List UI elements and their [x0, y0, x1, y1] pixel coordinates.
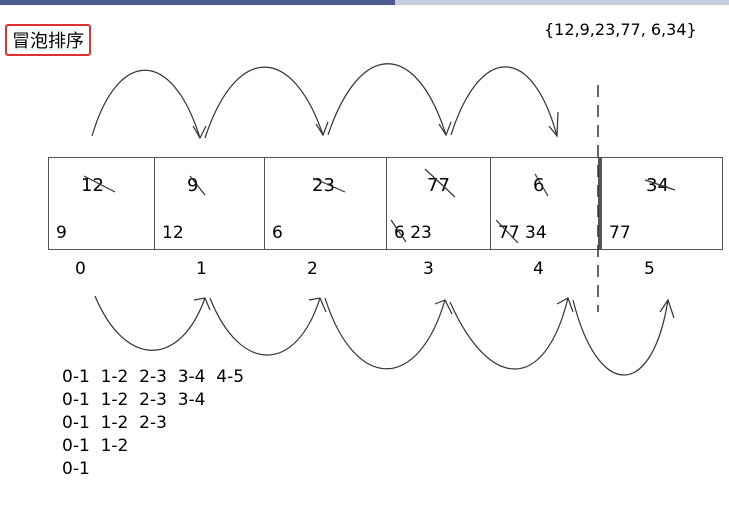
- strike-mark: [424, 168, 456, 198]
- swap-arc-bottom-3-4: [449, 297, 569, 370]
- arrow-head-icon: [192, 125, 207, 140]
- strike-mark: [495, 219, 519, 244]
- cell-original-value: 9: [187, 175, 199, 196]
- strike-mark: [312, 177, 346, 193]
- arrow-head-icon: [315, 121, 329, 137]
- array-cell-4: 6 77 34: [491, 158, 599, 249]
- top-bar: [0, 0, 729, 5]
- cell-new-value: 9: [56, 223, 67, 243]
- title-label: 冒泡排序: [5, 24, 91, 56]
- index-label-4: 4: [533, 259, 544, 279]
- cell-original-value: 77: [427, 175, 450, 196]
- array-cells: 12 9 9 12 23 6 77 6 23 6 77 34 34 77: [48, 157, 723, 250]
- pass-row-2: 0-1 1-2 2-3 3-4: [62, 390, 206, 410]
- strike-mark: [83, 175, 116, 193]
- arrow-head-icon: [193, 297, 211, 311]
- arrow-head-icon: [438, 121, 452, 137]
- cell-new-value: 12: [162, 223, 184, 243]
- swap-arc-bottom-0-1: [94, 295, 206, 351]
- arrow-head-icon: [548, 111, 559, 138]
- top-bar-light: [395, 0, 729, 5]
- pass-row-5: 0-1: [62, 459, 90, 479]
- cell-original-value: 6: [533, 175, 545, 196]
- strike-mark: [189, 175, 206, 196]
- cell-original-value: 34: [646, 175, 669, 196]
- arrow-head-icon: [659, 298, 675, 319]
- pass-list: 0-1 1-2 2-3 3-4 4-5 0-1 1-2 2-3 3-4 0-1 …: [62, 366, 244, 481]
- pass-row-4: 0-1 1-2: [62, 436, 129, 456]
- index-label-5: 5: [644, 259, 655, 279]
- strike-mark: [644, 179, 676, 191]
- swap-arc-top-1-2: [204, 66, 324, 139]
- array-cell-1: 9 12: [155, 158, 265, 249]
- arrow-head-icon: [434, 299, 453, 315]
- title-text: 冒泡排序: [12, 31, 84, 52]
- index-label-0: 0: [75, 259, 86, 279]
- top-bar-accent: [0, 0, 395, 5]
- array-cell-0: 12 9: [49, 158, 155, 249]
- pass-row-1: 0-1 1-2 2-3 3-4 4-5: [62, 367, 245, 387]
- pass-row-3: 0-1 1-2 2-3: [62, 413, 167, 433]
- array-literal: {12,9,23,77, 6,34}: [544, 20, 697, 39]
- arrow-head-icon: [556, 297, 574, 313]
- cell-new-value: 77: [609, 223, 631, 243]
- index-label-1: 1: [196, 259, 207, 279]
- swap-arc-bottom-2-3: [324, 297, 446, 370]
- arrow-head-icon: [308, 297, 327, 313]
- swap-arc-top-0-1: [91, 69, 201, 139]
- swap-arc-top-2-3: [327, 63, 447, 136]
- index-label-2: 2: [307, 259, 318, 279]
- cell-new-value: 77 34: [498, 223, 547, 243]
- swap-arc-top-3-4: [450, 66, 558, 137]
- cell-new-value: 6: [272, 223, 283, 243]
- cell-original-value: 12: [81, 175, 104, 196]
- strike-mark: [534, 173, 549, 197]
- strike-mark: [390, 219, 407, 243]
- swap-arc-bottom-4-5: [572, 299, 669, 376]
- array-cell-5-sorted: 34 77: [599, 158, 722, 249]
- swap-arc-bottom-1-2: [209, 297, 321, 356]
- index-label-3: 3: [423, 259, 434, 279]
